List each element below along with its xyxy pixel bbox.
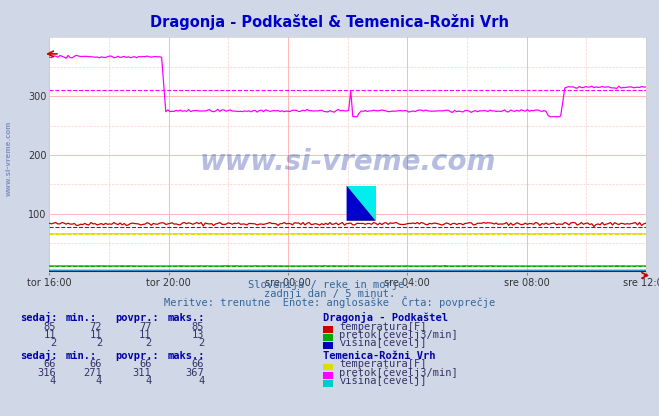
Text: 4: 4: [50, 376, 56, 386]
Text: pretok[čevelj3/min]: pretok[čevelj3/min]: [339, 329, 458, 340]
Text: 2: 2: [50, 338, 56, 348]
Text: Temenica-Rožni Vrh: Temenica-Rožni Vrh: [323, 351, 436, 361]
Text: temperatura[F]: temperatura[F]: [339, 359, 427, 369]
Text: Meritve: trenutne  Enote: anglosaške  Črta: povprečje: Meritve: trenutne Enote: anglosaške Črta…: [164, 296, 495, 308]
Text: 367: 367: [186, 368, 204, 378]
Text: 66: 66: [90, 359, 102, 369]
Polygon shape: [347, 186, 376, 221]
Text: 271: 271: [84, 368, 102, 378]
Text: 66: 66: [139, 359, 152, 369]
Bar: [347, 186, 376, 221]
Text: sedaj:: sedaj:: [20, 349, 57, 361]
Text: povpr.:: povpr.:: [115, 313, 159, 323]
Text: sedaj:: sedaj:: [20, 312, 57, 323]
Text: 85: 85: [192, 322, 204, 332]
Text: 77: 77: [139, 322, 152, 332]
Text: www.si-vreme.com: www.si-vreme.com: [200, 148, 496, 176]
Text: maks.:: maks.:: [168, 313, 206, 323]
Text: temperatura[F]: temperatura[F]: [339, 322, 427, 332]
Text: 11: 11: [139, 330, 152, 340]
Text: 4: 4: [96, 376, 102, 386]
Text: zadnji dan / 5 minut.: zadnji dan / 5 minut.: [264, 289, 395, 299]
Text: 85: 85: [43, 322, 56, 332]
Text: www.si-vreme.com: www.si-vreme.com: [5, 120, 12, 196]
Text: Dragonja - Podkaštel & Temenica-Rožni Vrh: Dragonja - Podkaštel & Temenica-Rožni Vr…: [150, 14, 509, 30]
Text: 66: 66: [43, 359, 56, 369]
Polygon shape: [347, 186, 376, 221]
Text: 11: 11: [90, 330, 102, 340]
Text: povpr.:: povpr.:: [115, 351, 159, 361]
Text: 4: 4: [198, 376, 204, 386]
Text: 2: 2: [146, 338, 152, 348]
Text: min.:: min.:: [66, 351, 97, 361]
Text: pretok[čevelj3/min]: pretok[čevelj3/min]: [339, 367, 458, 378]
Text: 316: 316: [38, 368, 56, 378]
Text: 13: 13: [192, 330, 204, 340]
Text: 66: 66: [192, 359, 204, 369]
Text: 11: 11: [43, 330, 56, 340]
Text: min.:: min.:: [66, 313, 97, 323]
Text: 2: 2: [96, 338, 102, 348]
Text: 72: 72: [90, 322, 102, 332]
Text: Slovenija / reke in morje.: Slovenija / reke in morje.: [248, 280, 411, 290]
Text: 311: 311: [133, 368, 152, 378]
Text: višina[čevelj]: višina[čevelj]: [339, 376, 427, 386]
Text: maks.:: maks.:: [168, 351, 206, 361]
Text: višina[čevelj]: višina[čevelj]: [339, 337, 427, 348]
Text: 2: 2: [198, 338, 204, 348]
Text: Dragonja - Podkaštel: Dragonja - Podkaštel: [323, 312, 448, 323]
Text: 4: 4: [146, 376, 152, 386]
